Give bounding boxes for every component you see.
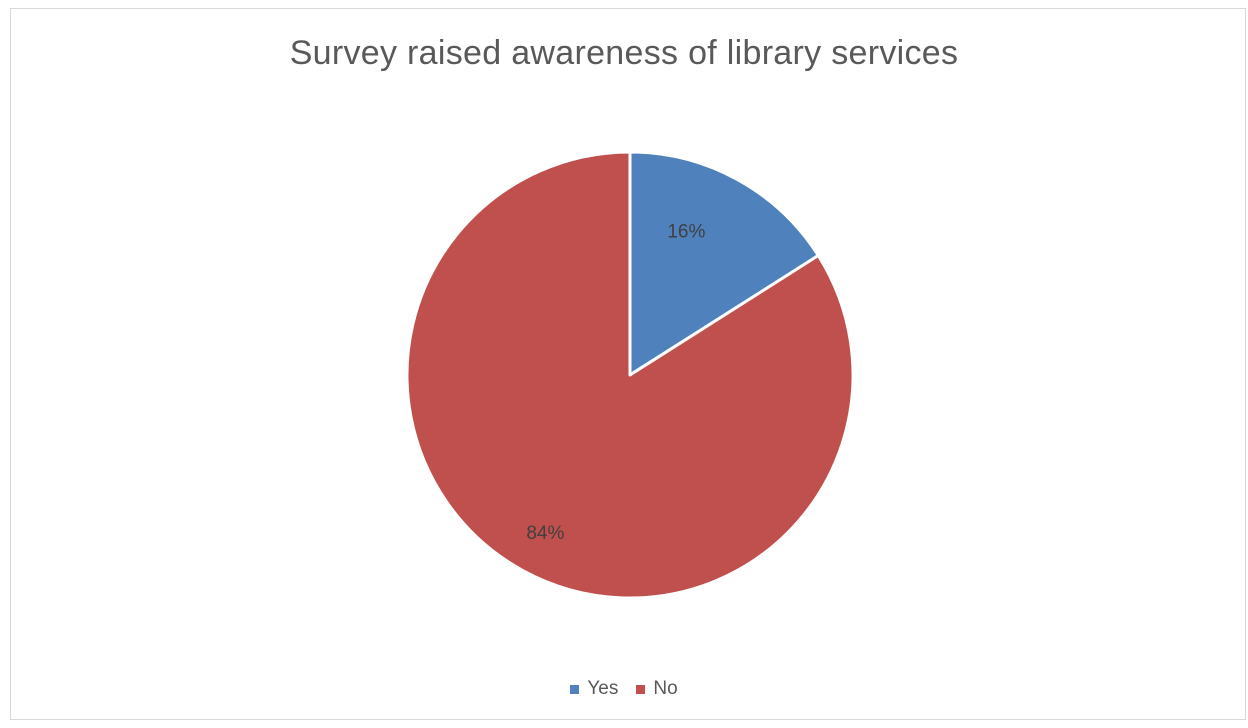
legend-swatch-no bbox=[636, 684, 646, 694]
legend-item-no[interactable]: No bbox=[636, 678, 678, 700]
legend-label-yes: Yes bbox=[587, 678, 619, 699]
data-label-yes: 16% bbox=[667, 221, 705, 242]
slice-no[interactable] bbox=[405, 150, 855, 600]
legend-swatch-yes bbox=[570, 684, 580, 694]
data-label-no: 84% bbox=[526, 523, 564, 544]
legend: Yes No bbox=[0, 678, 1248, 700]
legend-label-no: No bbox=[653, 678, 678, 699]
legend-item-yes[interactable]: Yes bbox=[570, 678, 618, 700]
chart-title: Survey raised awareness of library servi… bbox=[289, 34, 959, 72]
slice-yes[interactable] bbox=[628, 150, 820, 377]
